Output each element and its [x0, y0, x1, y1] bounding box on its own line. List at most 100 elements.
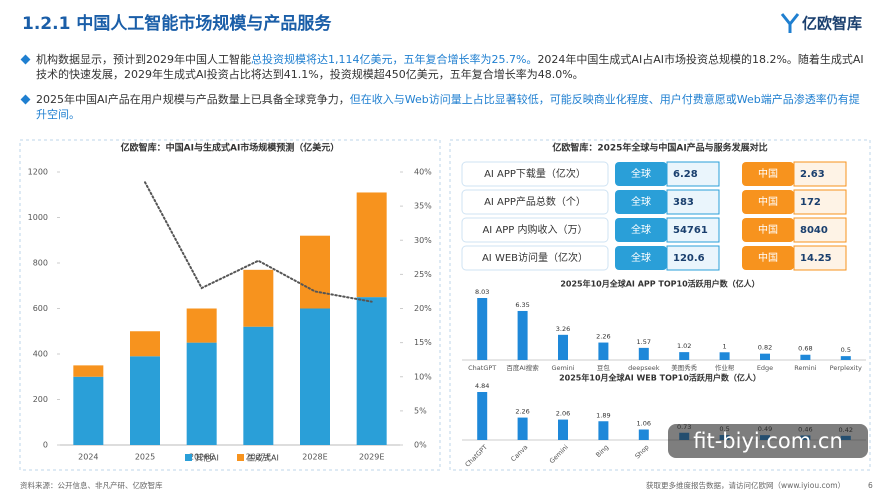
bar: [558, 419, 568, 440]
footer-link: 获取更多维度报告数据，请访问亿欧网（www.iyiou.com）: [646, 480, 845, 490]
value-label: 0.68: [798, 345, 812, 353]
x-tick-label: ChatGPT: [468, 364, 496, 372]
column-tag: [742, 218, 794, 242]
x-tick-label: Edge: [757, 364, 773, 372]
value-label: 1.06: [637, 419, 651, 427]
bar: [73, 365, 104, 377]
value-label: 1.57: [637, 338, 651, 346]
x-tick-label: Bing: [594, 443, 610, 459]
bullet-highlight: 总投资规模将达1,114亿美元，五年复合增长率为25.7%。: [251, 53, 538, 66]
value-label: 4.84: [475, 382, 489, 390]
bar: [638, 429, 649, 440]
right-panel: [449, 139, 871, 471]
logo-icon: [780, 13, 800, 33]
cell-value: 54761: [673, 225, 708, 236]
y-tick-label: 200: [33, 395, 48, 404]
slide-title: 1.2.1 中国人工智能市场规模与产品服务: [22, 13, 332, 34]
cell-value: 6.28: [673, 169, 698, 180]
column-tag-label: 中国: [758, 167, 778, 180]
value-label: 2.06: [556, 410, 570, 418]
x-tick-label: 2025: [135, 453, 155, 462]
logo: 亿欧智库: [802, 15, 862, 33]
x-tick-label: 美图秀秀: [671, 363, 698, 372]
row-label: AI WEB访问量（亿次）: [482, 251, 588, 264]
bar: [73, 376, 104, 445]
bar: [800, 354, 811, 360]
y2-tick-label: 25%: [414, 270, 432, 279]
bar: [719, 352, 730, 360]
bullet: 2025年中国AI产品在用户规模与产品数量上已具备全球竞争力，但在收入与Web访…: [36, 92, 866, 122]
x-tick-label: 2027E: [246, 453, 271, 462]
legend-label: 生成式AI: [247, 453, 279, 463]
cell-value: 172: [800, 197, 821, 208]
value-label: 1: [723, 342, 727, 350]
column-tag: [742, 246, 794, 270]
cell-value: 2.63: [800, 169, 825, 180]
x-tick-label: 2026E: [189, 453, 214, 462]
bar: [840, 356, 851, 360]
column-tag: [615, 162, 667, 186]
value-box: [666, 245, 720, 271]
bullet-text: 2024年中国生成式AI占AI市场投资总规模的18.2%。随着生成式AI技术的快…: [36, 53, 864, 81]
value-label: 1.89: [596, 411, 610, 419]
legend-label: 其他AI: [195, 453, 219, 463]
column-tag: [615, 246, 667, 270]
share-line: [144, 181, 373, 303]
value-label: 2.26: [596, 333, 610, 341]
footer-source: 资料来源：公开信息、非凡产研、亿欧智库: [20, 480, 163, 490]
bar: [300, 308, 330, 445]
column-tag: [742, 190, 794, 214]
value-label: 6.35: [515, 301, 529, 309]
value-box: [793, 161, 847, 187]
row-label-box: [461, 217, 609, 243]
bullet-highlight: 但在收入与Web访问量上占比显著较低，可能反映商业化程度、用户付费意愿或Web端…: [36, 93, 860, 121]
chart-title: 2025年10月全球AI WEB TOP10活跃用户数（亿人）: [559, 373, 761, 383]
row-label-box: [461, 189, 609, 215]
legend-swatch: [237, 454, 244, 461]
y-tick-label: 600: [33, 304, 48, 313]
x-tick-label: Canva: [509, 443, 529, 463]
x-tick-label: Gemini: [551, 364, 574, 372]
watermark-bg: [668, 424, 868, 458]
column-tag-label: 全球: [631, 167, 651, 180]
bar: [477, 392, 488, 440]
y-tick-label: 400: [33, 350, 48, 359]
bar: [186, 342, 217, 445]
x-tick-label: 2028E: [302, 453, 327, 462]
table-title: 亿欧智库：2025年全球与中国AI产品与服务发展对比: [552, 142, 767, 154]
bar: [477, 298, 488, 360]
y2-tick-label: 0%: [414, 441, 427, 450]
cell-value: 8040: [800, 225, 828, 236]
column-tag-label: 中国: [758, 195, 778, 208]
y-tick-label: 1000: [28, 213, 48, 222]
bar: [356, 192, 387, 298]
y2-tick-label: 15%: [414, 338, 432, 347]
column-tag: [742, 162, 794, 186]
x-tick-label: 2024: [78, 453, 98, 462]
x-tick-label: 作业帮: [715, 363, 735, 372]
bar: [130, 356, 160, 445]
row-label-box: [461, 161, 609, 187]
bar: [517, 310, 528, 360]
bar: [300, 235, 330, 309]
value-box: [666, 217, 720, 243]
bullet: 机构数据显示，预计到2029年中国人工智能总投资规模将达1,114亿美元，五年复…: [36, 52, 866, 82]
y2-tick-label: 10%: [414, 372, 432, 381]
y2-tick-label: 5%: [414, 406, 427, 415]
x-tick-label: 百度AI搜索: [506, 363, 539, 372]
cell-value: 383: [673, 197, 694, 208]
bar: [517, 417, 528, 440]
x-tick-label: 豆包: [597, 363, 611, 372]
y2-tick-label: 35%: [414, 202, 432, 211]
watermark: fit-biyi.com.cn: [693, 429, 843, 453]
column-tag-label: 全球: [631, 223, 651, 236]
bar: [760, 353, 770, 360]
value-label: 3.26: [556, 325, 570, 333]
x-tick-label: Remini: [794, 364, 816, 372]
column-tag-label: 中国: [758, 223, 778, 236]
row-label: AI APP 内购收入（万）: [482, 223, 587, 236]
value-box: [793, 189, 847, 215]
column-tag: [615, 218, 667, 242]
bar: [598, 421, 609, 440]
